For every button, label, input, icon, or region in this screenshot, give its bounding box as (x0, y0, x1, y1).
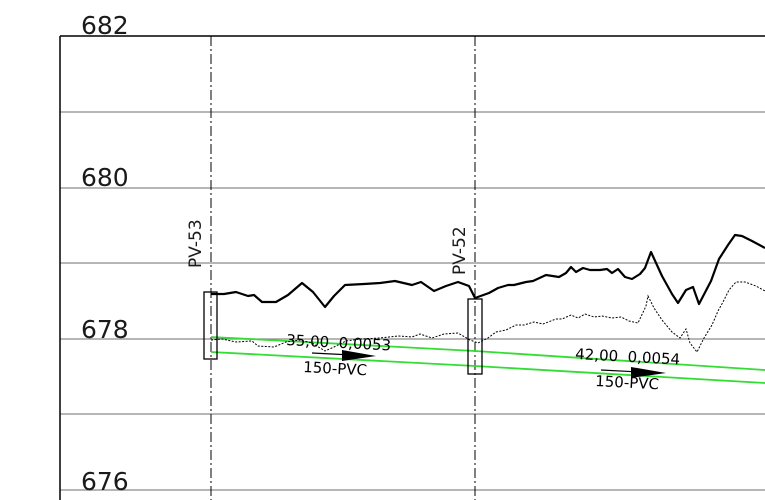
pipe-material-2: 150-PVC (595, 372, 660, 393)
pipe-lines (210, 336, 765, 384)
elevation-label-676: 676 (81, 467, 129, 496)
pipe-length-slope-2: 42,00 0,0054 (575, 345, 681, 368)
pipe-top-2 (474, 350, 765, 371)
elevation-labels: 682 680 678 676 (81, 11, 129, 496)
elevation-label-678: 678 (81, 315, 129, 344)
flow-arrow-head-1 (342, 350, 376, 361)
manhole-centerlines (210, 36, 476, 500)
manhole-label-pv52: PV-52 (450, 226, 470, 275)
flow-arrows (311, 350, 666, 378)
pipe-material-1: 150-PVC (303, 358, 368, 379)
manhole-label-pv53: PV-53 (186, 219, 206, 268)
pipe-top-1 (210, 336, 476, 352)
grid-lines (60, 35, 765, 491)
flow-arrow-head-2 (631, 367, 666, 378)
pipe-bottom-2 (474, 365, 765, 384)
secondary-profile-line (210, 281, 765, 353)
elevation-label-682: 682 (81, 11, 129, 40)
ground-profile-line (211, 233, 765, 309)
manhole-box-pv53 (203, 291, 218, 360)
pipe-length-slope-1: 35,00 0,0053 (286, 331, 392, 354)
pipe-labels: 35,00 0,0053 150-PVC 42,00 0,0054 150-PV… (286, 331, 681, 393)
elevation-label-680: 680 (81, 163, 129, 192)
